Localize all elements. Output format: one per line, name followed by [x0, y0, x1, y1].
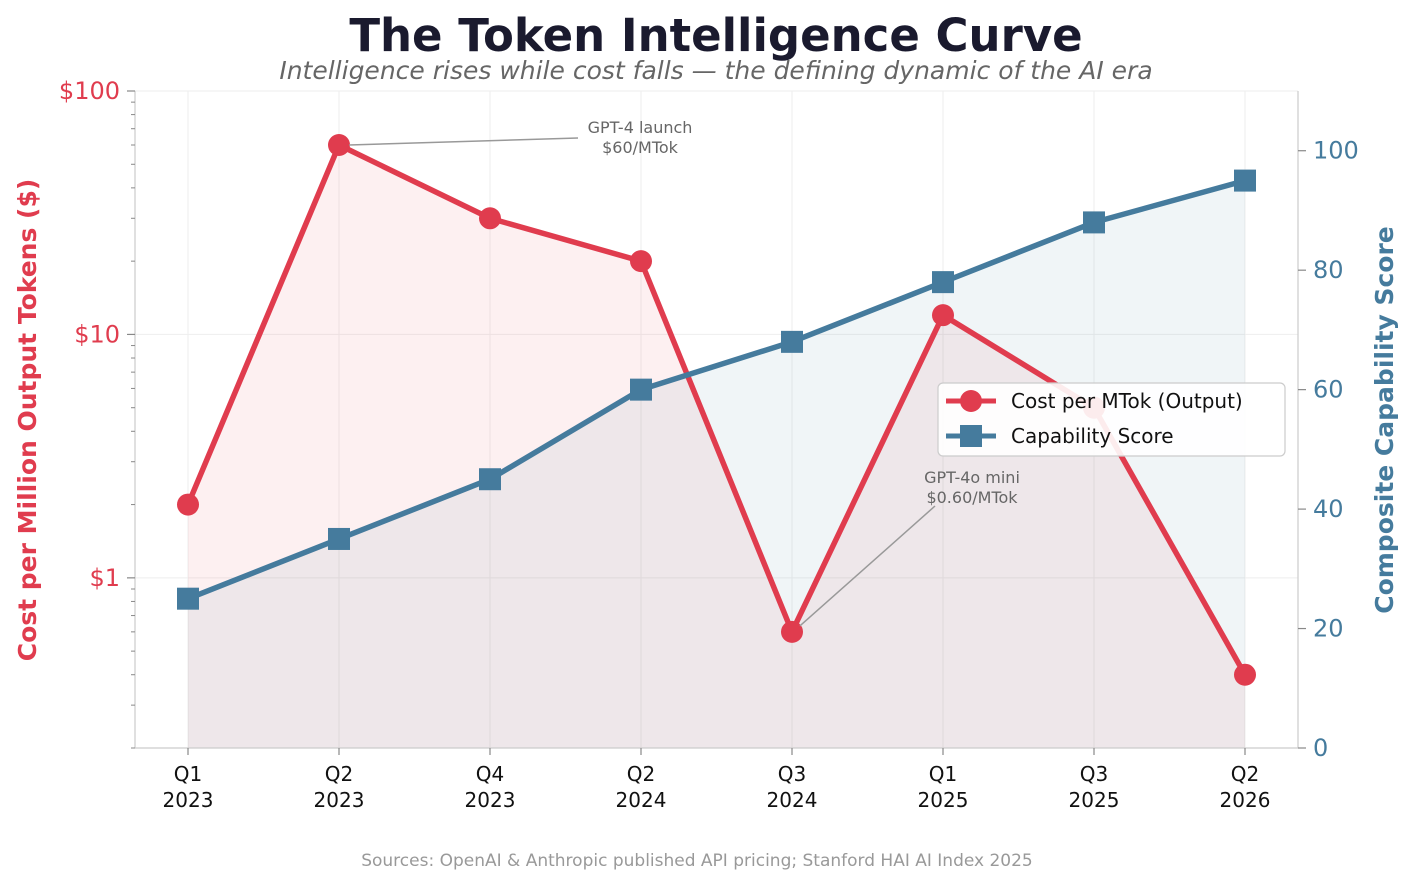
x-tick-label-year: 2026 — [1220, 788, 1271, 812]
x-tick-label-quarter: Q2 — [325, 762, 353, 786]
x-tick-label-quarter: Q3 — [778, 762, 806, 786]
x-tick-label-year: 2025 — [1069, 788, 1120, 812]
area-fill-series-0 — [188, 145, 1245, 749]
annotation-label: GPT-4o mini — [924, 468, 1020, 487]
cost-point — [1234, 663, 1256, 686]
capability-point — [630, 378, 652, 401]
annotation-label: $0.60/MTok — [926, 488, 1018, 507]
right-tick-label: 80 — [1313, 256, 1344, 284]
area-fills — [188, 145, 1245, 749]
left-tick-label: $10 — [74, 320, 120, 348]
cost-point — [781, 620, 803, 643]
y-axis-left-label: Cost per Million Output Tokens ($) — [13, 179, 42, 662]
right-tick-label: 20 — [1313, 615, 1344, 643]
capability-point — [177, 587, 199, 610]
x-tick-label-quarter: Q1 — [929, 762, 957, 786]
left-axis: $1 $10 $100 — [59, 77, 135, 749]
capability-point — [479, 468, 501, 491]
left-tick-label: $1 — [89, 564, 120, 592]
annotation-arrow — [348, 137, 579, 146]
capability-point — [781, 330, 803, 353]
right-axis: 0 20 40 60 80 100 — [1298, 137, 1359, 762]
right-tick-label: 100 — [1313, 137, 1359, 165]
x-tick-label-quarter: Q4 — [476, 762, 504, 786]
x-tick-label-year: 2024 — [767, 788, 818, 812]
area-fill-series-1 — [188, 180, 1245, 748]
capability-point — [932, 271, 954, 294]
cost-point — [479, 207, 501, 230]
x-tick-label-year: 2025 — [918, 788, 969, 812]
x-tick-label-quarter: Q3 — [1080, 762, 1108, 786]
right-tick-label: 60 — [1313, 376, 1344, 404]
x-tick-label-year: 2023 — [314, 788, 365, 812]
plot-frame — [134, 91, 1299, 749]
chart-subtitle: Intelligence rises while cost falls — th… — [279, 56, 1152, 85]
annotations: GPT-4 launch$60/MTok GPT-4o mini$0.60/MTo… — [348, 118, 1020, 627]
legend: Cost per MTok (Output) Capability Score — [937, 382, 1286, 457]
cost-point — [328, 134, 350, 157]
annotation-label: $60/MTok — [602, 138, 679, 157]
cost-point — [932, 304, 954, 327]
annotation-arrow — [799, 505, 936, 627]
annotation-label: GPT-4 launch — [588, 118, 693, 137]
right-tick-label: 40 — [1313, 495, 1344, 523]
legend-capability-label: Capability Score — [1011, 424, 1174, 448]
x-tick-label-quarter: Q1 — [174, 762, 202, 786]
capability-point — [1234, 169, 1256, 192]
cost-point — [630, 250, 652, 273]
capability-point — [1083, 211, 1105, 234]
y-axis-right-label: Composite Capability Score — [1370, 226, 1399, 614]
right-tick-label: 0 — [1313, 734, 1328, 762]
source-note: Sources: OpenAI & Anthropic published AP… — [361, 851, 1033, 871]
x-tick-label-quarter: Q2 — [627, 762, 655, 786]
legend-box — [937, 382, 1286, 457]
x-tick-label-year: 2023 — [163, 788, 214, 812]
series-line-1 — [185, 177, 1248, 602]
x-tick-label-year: 2023 — [465, 788, 516, 812]
chart-title: The Token Intelligence Curve — [349, 9, 1082, 62]
legend-capability-marker — [960, 425, 982, 447]
capability-point — [328, 527, 350, 550]
x-tick-label-year: 2024 — [616, 788, 667, 812]
x-tick-label-quarter: Q2 — [1231, 762, 1259, 786]
left-tick-label: $100 — [59, 77, 120, 105]
legend-cost-label: Cost per MTok (Output) — [1011, 389, 1243, 413]
x-axis: Q12023Q22023Q42023Q22024Q32024Q12025Q320… — [163, 748, 1271, 812]
cost-point — [177, 493, 199, 516]
legend-cost-marker — [960, 390, 982, 412]
